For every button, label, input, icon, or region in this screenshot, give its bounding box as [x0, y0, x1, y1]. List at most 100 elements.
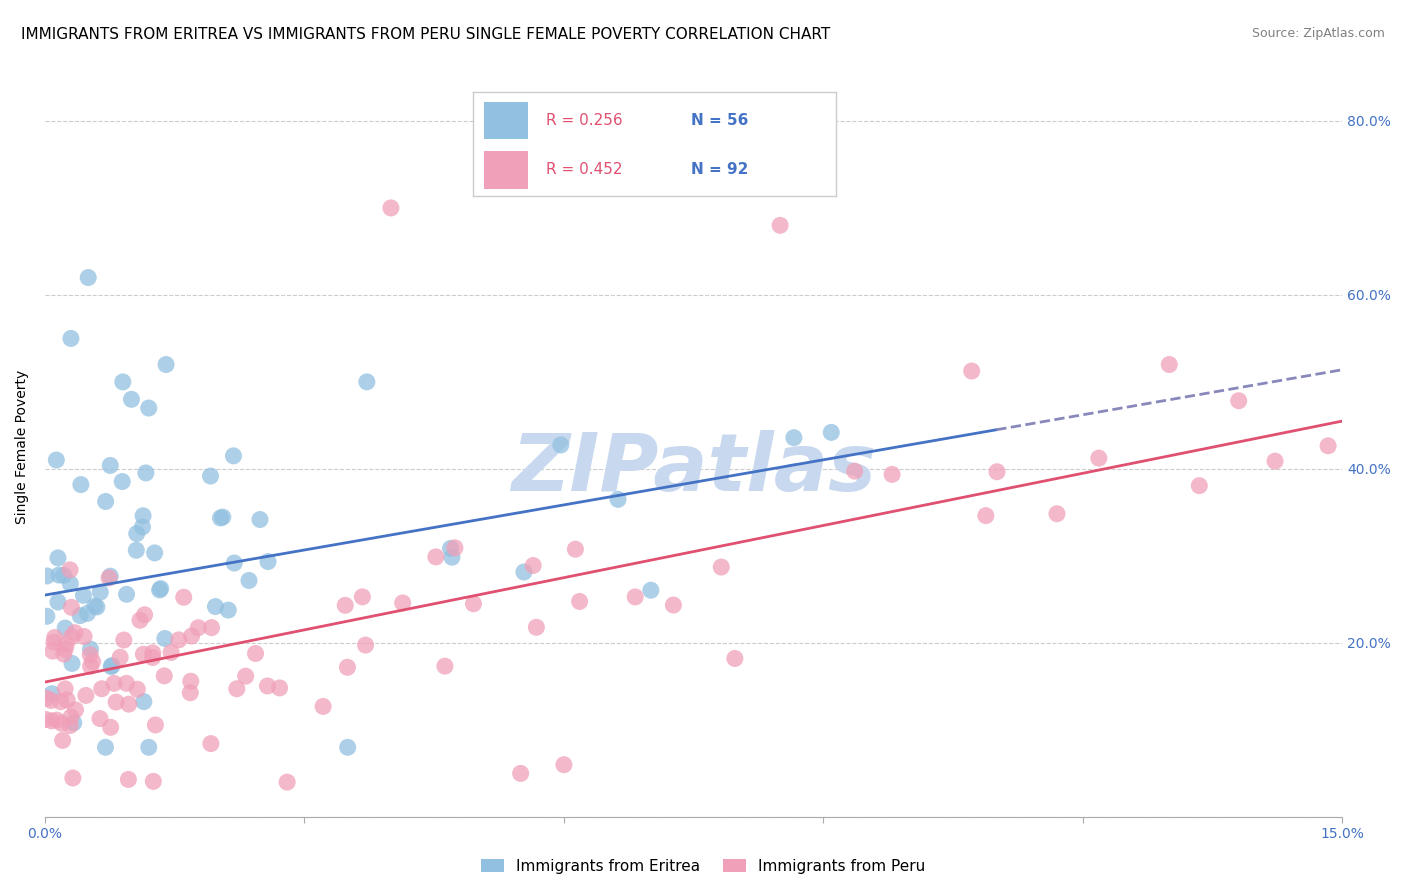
Point	[974, 508, 997, 523]
Point	[820, 425, 842, 440]
Point	[79, 648, 101, 662]
Point	[134, 607, 156, 622]
Point	[624, 590, 647, 604]
Point	[142, 774, 165, 789]
Point	[79, 642, 101, 657]
Point	[180, 629, 202, 643]
Point	[76, 607, 98, 621]
Point	[439, 541, 461, 556]
Point	[108, 650, 131, 665]
Point	[111, 375, 134, 389]
Point	[125, 543, 148, 558]
Point	[132, 508, 155, 523]
Point	[39, 693, 62, 707]
Point	[35, 569, 58, 583]
Point	[149, 582, 172, 596]
Point	[83, 599, 105, 613]
Point	[167, 632, 190, 647]
Point	[149, 582, 172, 597]
Point	[204, 599, 226, 614]
Point	[568, 594, 591, 608]
Point	[209, 511, 232, 525]
Point	[222, 449, 245, 463]
Point	[46, 595, 69, 609]
Point	[89, 712, 111, 726]
Point	[444, 541, 467, 555]
Point	[127, 682, 149, 697]
Point	[1088, 451, 1111, 466]
Point	[65, 703, 87, 717]
Point	[53, 621, 76, 635]
Point	[245, 647, 267, 661]
Point	[52, 647, 75, 661]
Point	[524, 620, 547, 634]
Point	[94, 740, 117, 755]
Text: Source: ZipAtlas.com: Source: ZipAtlas.com	[1251, 27, 1385, 40]
Point	[35, 609, 58, 624]
Point	[135, 466, 157, 480]
Point	[48, 568, 70, 582]
Point	[94, 494, 117, 508]
Point	[1317, 439, 1340, 453]
Point	[380, 201, 402, 215]
Point	[145, 718, 167, 732]
Point	[86, 599, 108, 614]
Point	[53, 642, 76, 657]
Point	[1046, 507, 1069, 521]
Point	[98, 458, 121, 473]
Point	[52, 568, 75, 582]
Point	[75, 689, 97, 703]
Point	[1264, 454, 1286, 468]
Point	[187, 621, 209, 635]
Point	[312, 699, 335, 714]
Point	[986, 465, 1008, 479]
Point	[783, 431, 806, 445]
Point	[391, 596, 413, 610]
Point	[42, 635, 65, 649]
Point	[509, 766, 531, 780]
Point	[103, 676, 125, 690]
Point	[70, 477, 93, 491]
Point	[73, 630, 96, 644]
Point	[463, 597, 485, 611]
Point	[53, 681, 76, 696]
Point	[59, 563, 82, 577]
Point	[138, 740, 160, 755]
Point	[155, 358, 177, 372]
Point	[62, 715, 84, 730]
Point	[662, 598, 685, 612]
Point	[77, 270, 100, 285]
Point	[352, 590, 374, 604]
Point	[880, 467, 903, 482]
Point	[51, 716, 73, 731]
Point	[101, 658, 124, 673]
Point	[62, 771, 84, 785]
Point	[56, 693, 79, 707]
Point	[132, 695, 155, 709]
Point	[200, 737, 222, 751]
Point	[513, 565, 536, 579]
Point	[256, 679, 278, 693]
Point	[180, 674, 202, 689]
Point	[356, 375, 378, 389]
Point	[142, 646, 165, 660]
Point	[142, 650, 165, 665]
Point	[724, 651, 747, 665]
Point	[336, 740, 359, 755]
Point	[257, 555, 280, 569]
Point	[41, 644, 63, 658]
Point	[115, 676, 138, 690]
Point	[120, 392, 142, 407]
Point	[105, 695, 128, 709]
Point	[235, 669, 257, 683]
Point	[249, 512, 271, 526]
Point	[98, 571, 121, 585]
Point	[90, 681, 112, 696]
Point	[522, 558, 544, 573]
Point	[111, 475, 134, 489]
Point	[59, 710, 82, 724]
Point	[59, 576, 82, 591]
Point	[173, 591, 195, 605]
Point	[45, 713, 67, 727]
Point	[138, 401, 160, 415]
